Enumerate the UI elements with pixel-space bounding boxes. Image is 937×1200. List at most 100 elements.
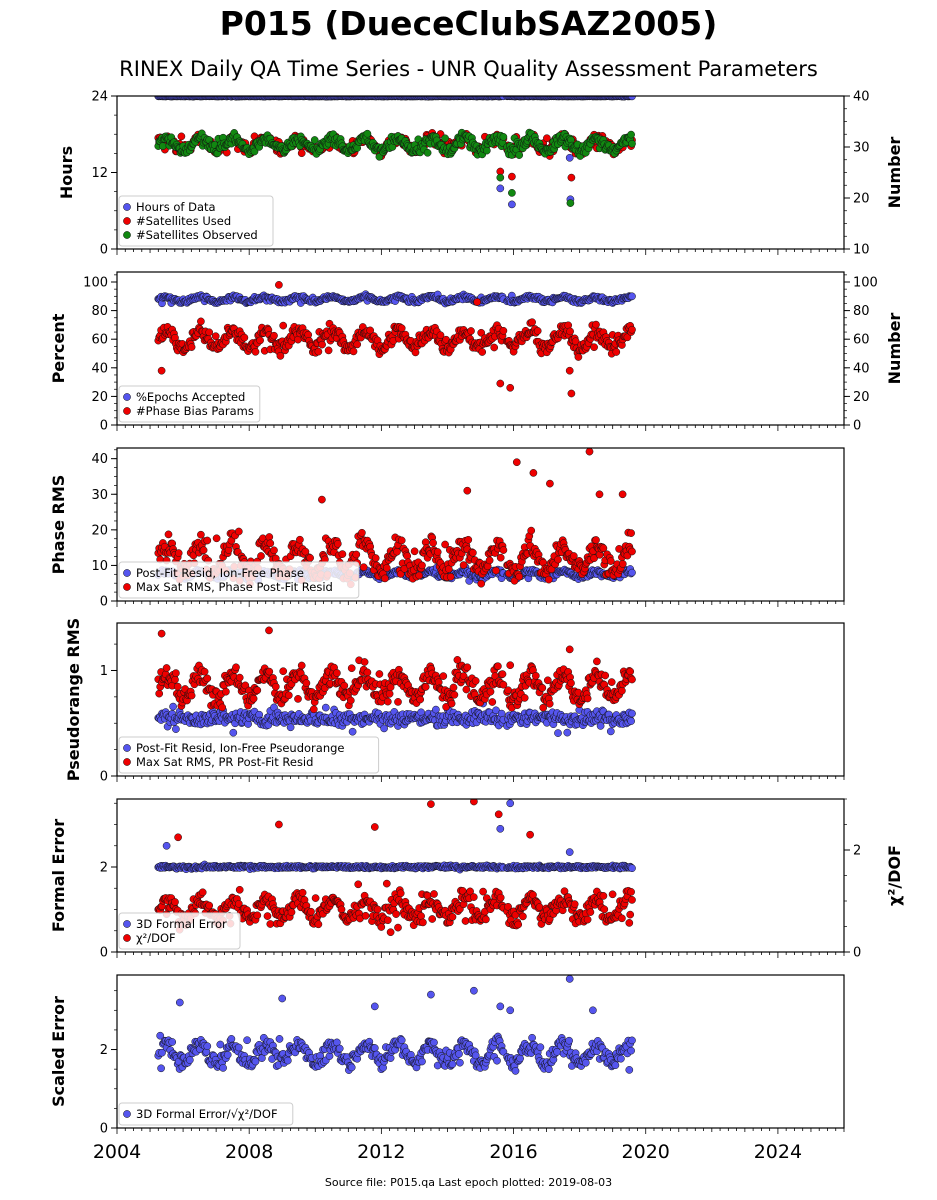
outlier-point bbox=[565, 153, 574, 162]
data-point bbox=[477, 328, 486, 337]
right-tick-label: 60 bbox=[853, 333, 870, 348]
data-point bbox=[386, 683, 395, 692]
outlier-point bbox=[157, 366, 166, 375]
data-point bbox=[309, 705, 318, 714]
legend-entry: #Satellites Observed bbox=[136, 228, 258, 242]
right-tick-label: 0 bbox=[853, 419, 861, 434]
data-point bbox=[441, 134, 449, 143]
outlier-point bbox=[508, 189, 516, 197]
data-point bbox=[410, 547, 419, 556]
data-point bbox=[418, 561, 426, 570]
data-point bbox=[599, 544, 608, 553]
data-point bbox=[235, 673, 244, 682]
data-point bbox=[265, 533, 274, 541]
data-point bbox=[450, 690, 459, 699]
data-point bbox=[164, 530, 173, 539]
data-point bbox=[416, 695, 425, 704]
outlier-point bbox=[567, 173, 576, 182]
data-point bbox=[538, 684, 547, 692]
data-point bbox=[396, 570, 405, 578]
data-point bbox=[628, 325, 636, 334]
data-point bbox=[566, 327, 574, 336]
data-point bbox=[271, 682, 280, 691]
data-point bbox=[471, 677, 480, 685]
data-point bbox=[187, 691, 196, 700]
data-point bbox=[333, 539, 342, 548]
outlier-point bbox=[595, 490, 604, 499]
right-tick-label: 20 bbox=[853, 192, 870, 207]
data-point bbox=[590, 554, 598, 563]
data-point bbox=[432, 705, 440, 714]
data-point bbox=[485, 556, 494, 565]
y-tick-label: 10 bbox=[91, 559, 108, 574]
data-point bbox=[218, 703, 227, 712]
data-point bbox=[284, 691, 293, 700]
data-point bbox=[393, 547, 401, 556]
y-axis-label: Phase RMS bbox=[49, 475, 68, 575]
data-point bbox=[155, 689, 164, 698]
data-point bbox=[203, 536, 212, 545]
right-tick-label: 30 bbox=[853, 141, 870, 156]
data-point bbox=[306, 554, 314, 562]
data-point bbox=[590, 343, 598, 352]
data-point bbox=[574, 353, 583, 361]
data-point bbox=[222, 687, 230, 696]
data-point bbox=[172, 669, 180, 677]
data-point bbox=[449, 683, 458, 692]
data-point bbox=[628, 568, 636, 577]
data-point bbox=[338, 550, 347, 558]
data-point bbox=[482, 146, 491, 155]
data-point bbox=[554, 555, 562, 564]
data-point bbox=[229, 728, 238, 737]
data-point bbox=[499, 326, 508, 335]
data-point bbox=[441, 540, 449, 549]
y-axis-label: Hours bbox=[57, 146, 76, 199]
data-point bbox=[421, 683, 430, 691]
data-point bbox=[469, 548, 477, 557]
data-point bbox=[515, 151, 524, 159]
data-point bbox=[349, 347, 358, 356]
outlier-point bbox=[496, 184, 505, 193]
right-tick-label: 80 bbox=[853, 304, 870, 319]
data-point bbox=[301, 547, 310, 556]
data-point bbox=[380, 724, 388, 733]
data-point bbox=[486, 687, 495, 696]
data-point bbox=[429, 539, 437, 547]
y-tick-label: 12 bbox=[91, 166, 108, 181]
series-1-3 bbox=[154, 128, 636, 207]
data-point bbox=[250, 147, 259, 156]
panel-4-points bbox=[154, 626, 636, 737]
data-point bbox=[567, 679, 575, 687]
data-point bbox=[499, 546, 508, 554]
outlier-point bbox=[546, 479, 554, 488]
data-point bbox=[270, 331, 278, 340]
panel-2: 020406080100Percent020406080100Number%Ep… bbox=[49, 271, 904, 434]
series-4-1 bbox=[154, 699, 636, 737]
data-point bbox=[173, 682, 182, 691]
data-point bbox=[488, 698, 497, 706]
data-point bbox=[162, 664, 171, 672]
data-point bbox=[353, 340, 362, 349]
data-point bbox=[199, 546, 208, 555]
data-point bbox=[628, 139, 636, 148]
data-point bbox=[232, 663, 240, 672]
outlier-point bbox=[566, 199, 575, 207]
data-point bbox=[464, 535, 473, 544]
data-point bbox=[310, 136, 319, 144]
data-point bbox=[515, 572, 524, 581]
data-point bbox=[531, 671, 540, 680]
outlier-point bbox=[506, 383, 515, 392]
data-point bbox=[592, 536, 600, 544]
data-point bbox=[383, 697, 392, 706]
data-point bbox=[533, 327, 542, 335]
data-point bbox=[394, 698, 402, 706]
data-point bbox=[492, 706, 500, 715]
data-point bbox=[286, 723, 295, 732]
data-point bbox=[439, 672, 448, 680]
panel-2-points bbox=[154, 281, 636, 398]
outlier-point bbox=[473, 298, 482, 306]
data-point bbox=[385, 689, 394, 698]
data-point bbox=[363, 129, 372, 138]
